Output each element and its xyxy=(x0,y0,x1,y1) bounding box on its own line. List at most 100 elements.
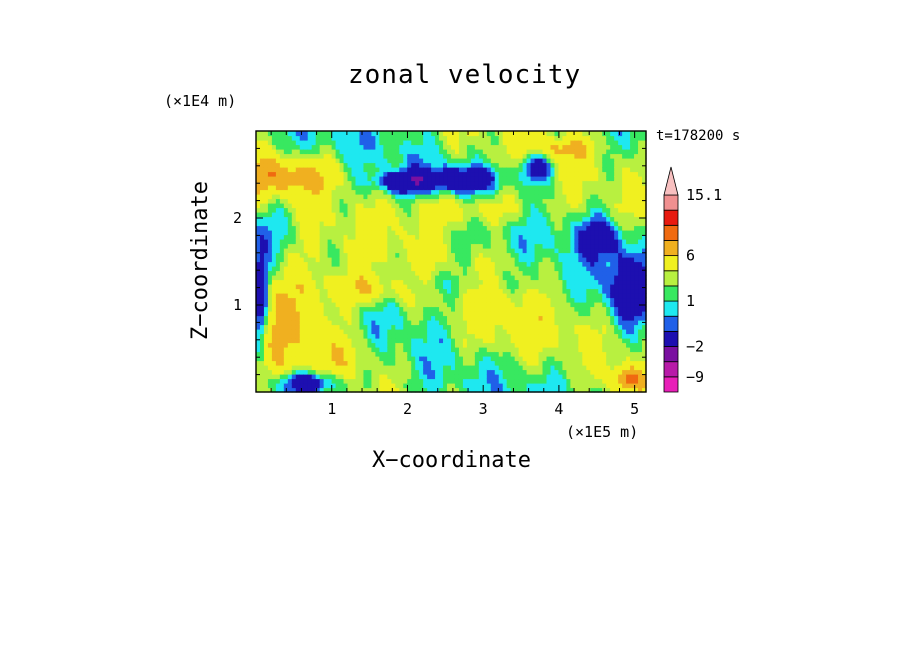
heatmap-cell xyxy=(502,189,508,195)
heatmap-cell xyxy=(578,338,583,344)
heatmap-cell xyxy=(518,342,524,348)
heatmap-cell xyxy=(351,275,357,281)
heatmap-cell xyxy=(586,329,591,335)
heatmap-cell xyxy=(514,306,520,312)
heatmap-cell xyxy=(458,257,464,263)
heatmap-cell xyxy=(335,243,341,249)
heatmap-cell xyxy=(502,383,508,389)
heatmap-cell xyxy=(598,387,603,393)
heatmap-cell xyxy=(443,365,448,371)
heatmap-cell xyxy=(267,144,273,150)
heatmap-cell xyxy=(447,338,452,344)
heatmap-cell xyxy=(355,212,361,218)
heatmap-cell xyxy=(494,212,500,218)
heatmap-cell xyxy=(327,329,333,335)
heatmap-cell xyxy=(542,212,548,218)
heatmap-cell xyxy=(387,189,392,195)
heatmap-cell xyxy=(546,131,552,137)
heatmap-cell xyxy=(355,387,361,393)
heatmap-cell xyxy=(594,275,599,281)
heatmap-cell xyxy=(550,369,556,375)
heatmap-cell xyxy=(375,162,380,168)
heatmap-cell xyxy=(387,365,392,371)
heatmap-cell xyxy=(319,356,325,362)
heatmap-cell xyxy=(331,203,337,209)
heatmap-cell xyxy=(590,131,595,137)
heatmap-cell xyxy=(439,203,444,209)
heatmap-cell xyxy=(542,315,548,321)
heatmap-cell xyxy=(435,225,440,231)
heatmap-cell xyxy=(502,239,508,245)
heatmap-cell xyxy=(574,315,579,321)
heatmap-cell xyxy=(570,243,575,249)
heatmap-cell xyxy=(486,369,492,375)
heatmap-cell xyxy=(319,324,325,330)
heatmap-cell xyxy=(419,248,424,254)
heatmap-cell xyxy=(387,387,392,393)
heatmap-cell xyxy=(506,158,512,164)
heatmap-cell xyxy=(558,149,564,155)
heatmap-cell xyxy=(458,221,464,227)
heatmap-cell xyxy=(506,324,512,330)
heatmap-cell xyxy=(562,279,568,285)
heatmap-cell xyxy=(415,275,420,281)
heatmap-cell xyxy=(403,333,408,339)
heatmap-cell xyxy=(287,153,293,159)
heatmap-cell xyxy=(399,248,404,254)
heatmap-cell xyxy=(482,212,488,218)
heatmap-cell xyxy=(295,207,301,213)
heatmap-cell xyxy=(494,329,500,335)
heatmap-cell xyxy=(359,288,365,294)
heatmap-cell xyxy=(474,171,480,177)
heatmap-cell xyxy=(478,351,484,357)
heatmap-cell xyxy=(494,270,500,276)
heatmap-cell xyxy=(359,311,365,317)
heatmap-cell xyxy=(566,162,571,168)
heatmap-cell xyxy=(375,203,380,209)
heatmap-cell xyxy=(466,135,472,141)
heatmap-cell xyxy=(351,257,357,263)
heatmap-cell xyxy=(570,311,575,317)
heatmap-cell xyxy=(283,176,289,182)
heatmap-cell xyxy=(315,144,321,150)
heatmap-cell xyxy=(494,153,500,159)
heatmap-cell xyxy=(482,153,488,159)
heatmap-cell xyxy=(415,230,420,236)
heatmap-cell xyxy=(375,185,380,191)
heatmap-cell xyxy=(359,185,365,191)
heatmap-cell xyxy=(395,243,400,249)
heatmap-cell xyxy=(506,261,512,267)
heatmap-cell xyxy=(522,302,528,308)
heatmap-cell xyxy=(307,315,313,321)
heatmap-cell xyxy=(474,149,480,155)
heatmap-cell xyxy=(303,266,309,272)
heatmap-cell xyxy=(391,365,396,371)
heatmap-cell xyxy=(347,356,353,362)
heatmap-cell xyxy=(279,342,285,348)
heatmap-cell xyxy=(506,194,512,200)
heatmap-cell xyxy=(355,284,361,290)
heatmap-cell xyxy=(494,203,500,209)
heatmap-cell xyxy=(383,324,388,330)
heatmap-cell xyxy=(546,252,552,258)
heatmap-cell xyxy=(347,383,353,389)
heatmap-cell xyxy=(263,212,269,218)
heatmap-cell xyxy=(335,356,341,362)
heatmap-cell xyxy=(482,230,488,236)
heatmap-cell xyxy=(279,257,285,263)
heatmap-cell xyxy=(411,275,416,281)
heatmap-cell xyxy=(590,338,595,344)
heatmap-cell xyxy=(458,189,464,195)
heatmap-cell xyxy=(331,239,337,245)
heatmap-cell xyxy=(343,239,349,245)
heatmap-cell xyxy=(518,324,524,330)
heatmap-cell xyxy=(570,360,575,366)
heatmap-cell xyxy=(578,333,583,339)
heatmap-cell xyxy=(526,315,532,321)
heatmap-cell xyxy=(494,378,500,384)
heatmap-cell xyxy=(327,153,333,159)
heatmap-cell xyxy=(558,306,564,312)
heatmap-cell xyxy=(359,234,365,240)
heatmap-cell xyxy=(586,270,591,276)
heatmap-cell xyxy=(315,162,321,168)
